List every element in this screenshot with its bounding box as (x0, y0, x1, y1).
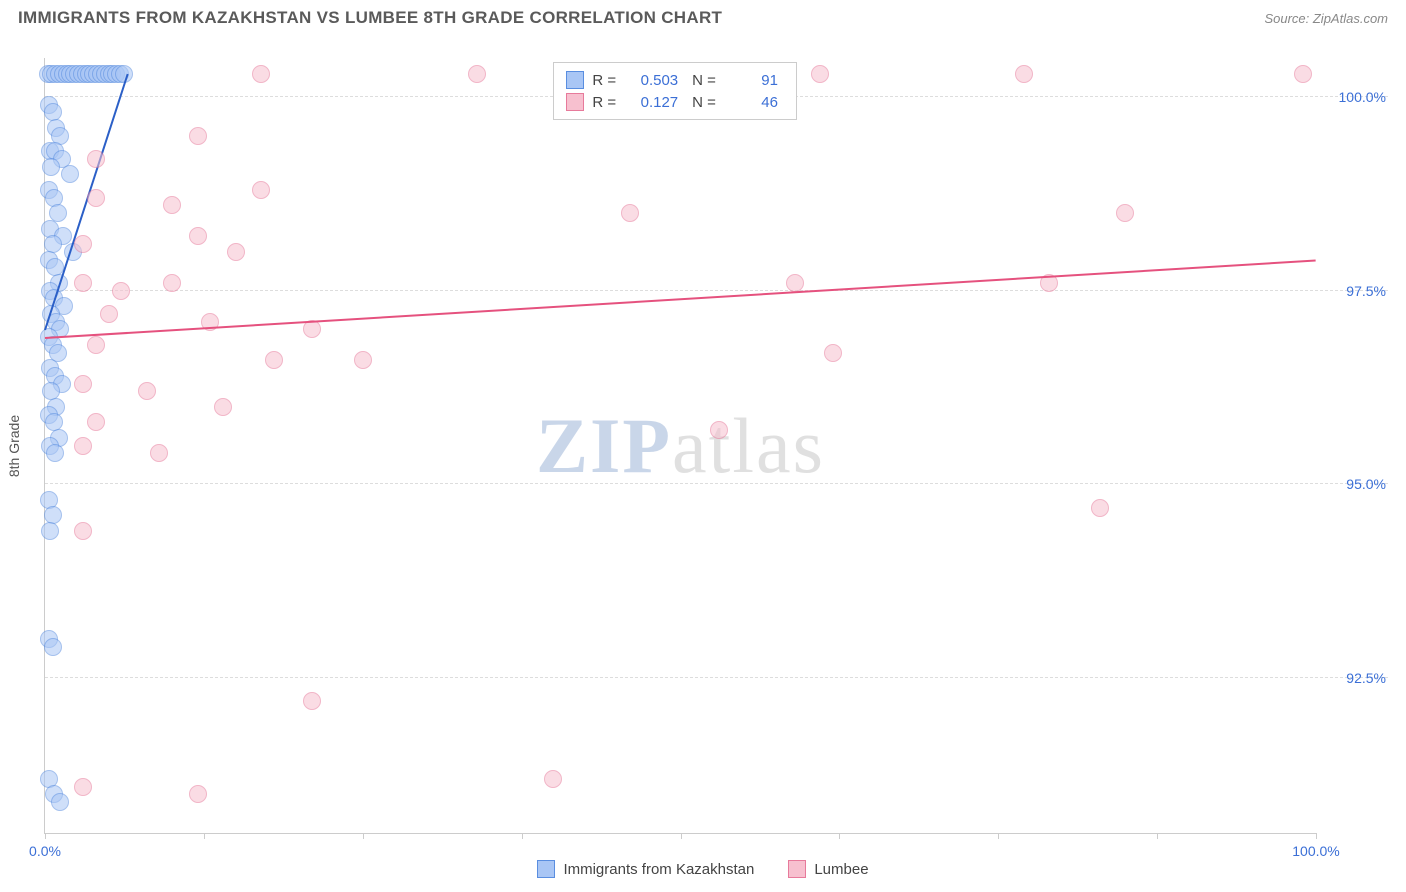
n-value: 46 (730, 94, 778, 111)
data-point (163, 274, 181, 292)
data-point (42, 158, 60, 176)
data-point (824, 344, 842, 362)
legend-swatch-icon (788, 860, 806, 878)
y-tick-label: 97.5% (1324, 283, 1386, 299)
stat-label: N = (692, 72, 716, 89)
data-point (51, 793, 69, 811)
data-point (112, 282, 130, 300)
data-point (227, 243, 245, 261)
data-point (468, 65, 486, 83)
data-point (46, 444, 64, 462)
x-tick (681, 833, 682, 839)
chart-title: IMMIGRANTS FROM KAZAKHSTAN VS LUMBEE 8TH… (18, 8, 722, 28)
data-point (710, 421, 728, 439)
y-axis-label: 8th Grade (6, 415, 22, 477)
bottom-legend: Immigrants from Kazakhstan Lumbee (0, 860, 1406, 878)
data-point (265, 351, 283, 369)
data-point (87, 150, 105, 168)
data-point (44, 638, 62, 656)
data-point (41, 522, 59, 540)
watermark-light: atlas (672, 402, 825, 489)
gridline (45, 290, 1388, 291)
data-point (189, 127, 207, 145)
legend-label: Lumbee (814, 861, 868, 878)
data-point (252, 181, 270, 199)
data-point (74, 437, 92, 455)
stats-legend-row: R = 0.127 N = 46 (566, 91, 784, 113)
data-point (74, 235, 92, 253)
legend-label: Immigrants from Kazakhstan (563, 861, 754, 878)
legend-swatch-icon (537, 860, 555, 878)
data-point (87, 336, 105, 354)
data-point (74, 522, 92, 540)
x-tick (1157, 833, 1158, 839)
y-tick-label: 92.5% (1324, 670, 1386, 686)
gridline (45, 677, 1388, 678)
x-tick (998, 833, 999, 839)
chart-header: IMMIGRANTS FROM KAZAKHSTAN VS LUMBEE 8TH… (0, 0, 1406, 32)
chart-container: 8th Grade ZIPatlas 92.5%95.0%97.5%100.0%… (44, 58, 1388, 834)
x-tick (1316, 833, 1317, 839)
legend-item-series-b: Lumbee (788, 860, 868, 878)
data-point (1116, 204, 1134, 222)
data-point (150, 444, 168, 462)
x-tick-label: 100.0% (1292, 843, 1339, 859)
stats-legend: R = 0.503 N = 91 R = 0.127 N = 46 (553, 62, 797, 120)
data-point (189, 227, 207, 245)
x-tick (204, 833, 205, 839)
data-point (74, 274, 92, 292)
trend-line (45, 260, 1316, 339)
legend-swatch-icon (566, 93, 584, 111)
data-point (189, 785, 207, 803)
stats-legend-row: R = 0.503 N = 91 (566, 69, 784, 91)
x-tick (522, 833, 523, 839)
data-point (87, 189, 105, 207)
stat-label: N = (692, 94, 716, 111)
data-point (61, 165, 79, 183)
data-point (621, 204, 639, 222)
stat-label: R = (592, 94, 616, 111)
x-tick-label: 0.0% (29, 843, 61, 859)
r-value: 0.127 (630, 94, 678, 111)
data-point (100, 305, 118, 323)
x-tick (45, 833, 46, 839)
data-point (786, 274, 804, 292)
watermark: ZIPatlas (536, 401, 825, 491)
data-point (354, 351, 372, 369)
data-point (74, 778, 92, 796)
y-tick-label: 100.0% (1324, 89, 1386, 105)
n-value: 91 (730, 72, 778, 89)
watermark-bold: ZIP (536, 402, 672, 489)
data-point (74, 375, 92, 393)
data-point (1294, 65, 1312, 83)
x-tick (839, 833, 840, 839)
data-point (544, 770, 562, 788)
data-point (214, 398, 232, 416)
data-point (163, 196, 181, 214)
legend-item-series-a: Immigrants from Kazakhstan (537, 860, 754, 878)
r-value: 0.503 (630, 72, 678, 89)
plot-area: ZIPatlas 92.5%95.0%97.5%100.0%0.0%100.0%… (44, 58, 1316, 834)
gridline (45, 483, 1388, 484)
y-tick-label: 95.0% (1324, 476, 1386, 492)
data-point (138, 382, 156, 400)
data-point (87, 413, 105, 431)
legend-swatch-icon (566, 71, 584, 89)
data-point (1015, 65, 1033, 83)
data-point (1091, 499, 1109, 517)
data-point (811, 65, 829, 83)
data-point (303, 692, 321, 710)
x-tick (363, 833, 364, 839)
source-attribution: Source: ZipAtlas.com (1264, 11, 1388, 26)
stat-label: R = (592, 72, 616, 89)
data-point (252, 65, 270, 83)
